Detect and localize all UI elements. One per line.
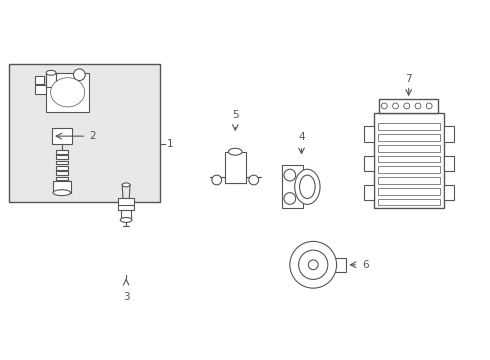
Ellipse shape [299, 175, 315, 198]
Text: 1: 1 [167, 139, 173, 149]
Text: 6: 6 [362, 260, 368, 270]
Bar [56, 177, 68, 180]
Circle shape [284, 169, 295, 181]
Bar [444, 156, 454, 171]
Bar [34, 85, 46, 94]
Bar [56, 166, 68, 170]
Bar [118, 198, 134, 210]
Circle shape [249, 175, 259, 185]
Bar [377, 177, 440, 184]
Ellipse shape [120, 217, 132, 222]
Bar [56, 171, 68, 175]
Text: 2: 2 [89, 131, 96, 141]
Bar [377, 123, 440, 130]
Text: 7: 7 [405, 73, 412, 84]
Circle shape [392, 103, 398, 109]
Circle shape [308, 260, 318, 270]
Bar [374, 113, 444, 208]
Ellipse shape [294, 169, 320, 204]
Bar [377, 134, 440, 141]
Bar [364, 185, 374, 201]
Bar [377, 188, 440, 195]
Bar [377, 198, 440, 205]
Bar [56, 161, 68, 165]
Circle shape [74, 69, 85, 81]
Bar [444, 126, 454, 142]
Circle shape [415, 103, 421, 109]
Bar [34, 76, 44, 84]
Bar [377, 166, 440, 173]
Bar [282, 165, 303, 208]
Bar [56, 155, 68, 159]
Circle shape [426, 103, 432, 109]
Text: 5: 5 [232, 109, 239, 120]
Ellipse shape [46, 70, 56, 75]
Ellipse shape [228, 148, 242, 155]
Ellipse shape [122, 183, 130, 187]
Circle shape [404, 103, 410, 109]
Circle shape [212, 175, 221, 185]
Bar [377, 156, 440, 162]
Bar [325, 258, 346, 271]
Bar [444, 185, 454, 201]
Bar [364, 126, 374, 142]
Bar [121, 210, 131, 220]
Bar [46, 73, 56, 87]
Polygon shape [210, 177, 261, 183]
Ellipse shape [53, 190, 71, 195]
Bar [53, 181, 71, 193]
Circle shape [284, 193, 295, 204]
Bar [56, 150, 68, 154]
Bar [379, 99, 438, 113]
Text: 4: 4 [298, 132, 305, 142]
Ellipse shape [50, 78, 85, 107]
Circle shape [290, 242, 337, 288]
Bar [377, 145, 440, 152]
Circle shape [381, 103, 387, 109]
Circle shape [298, 250, 328, 279]
Text: 3: 3 [123, 292, 129, 302]
Bar [46, 73, 89, 112]
Bar [52, 129, 72, 144]
Bar [9, 64, 160, 202]
Bar [224, 152, 246, 183]
Bar [364, 156, 374, 171]
